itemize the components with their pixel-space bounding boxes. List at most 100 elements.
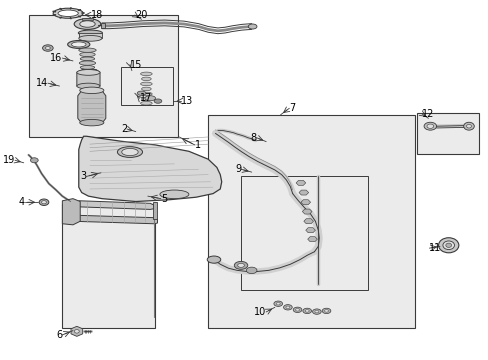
Polygon shape (302, 209, 311, 214)
Ellipse shape (78, 30, 102, 36)
Ellipse shape (314, 310, 318, 313)
Polygon shape (79, 201, 154, 210)
Ellipse shape (141, 92, 152, 96)
Text: 14: 14 (36, 78, 48, 88)
Ellipse shape (248, 24, 257, 29)
Ellipse shape (141, 87, 151, 91)
Ellipse shape (53, 8, 83, 18)
Text: 1: 1 (194, 140, 201, 150)
Text: 17: 17 (140, 93, 152, 103)
Text: 15: 15 (130, 59, 142, 69)
Ellipse shape (79, 61, 96, 65)
Ellipse shape (58, 10, 78, 17)
Ellipse shape (285, 306, 289, 309)
Ellipse shape (141, 82, 152, 86)
Ellipse shape (80, 87, 103, 94)
Ellipse shape (71, 42, 86, 47)
Ellipse shape (466, 125, 470, 128)
Text: 2: 2 (121, 124, 127, 134)
Text: 3: 3 (80, 171, 86, 181)
Text: 6: 6 (56, 330, 62, 340)
Polygon shape (79, 136, 221, 202)
Ellipse shape (423, 122, 436, 130)
Text: 12: 12 (421, 109, 433, 119)
Ellipse shape (207, 256, 220, 263)
Text: 8: 8 (250, 133, 256, 143)
Ellipse shape (79, 48, 96, 52)
Text: 19: 19 (3, 155, 15, 165)
Ellipse shape (67, 41, 90, 48)
Polygon shape (307, 237, 317, 242)
Text: 10: 10 (253, 307, 265, 317)
Bar (28, 15, 178, 137)
Ellipse shape (42, 45, 53, 51)
Ellipse shape (144, 96, 155, 101)
Ellipse shape (246, 267, 257, 274)
Bar (62, 204, 155, 328)
Polygon shape (78, 90, 105, 123)
Ellipse shape (442, 241, 453, 249)
Ellipse shape (80, 52, 95, 57)
Ellipse shape (141, 97, 151, 101)
Ellipse shape (283, 305, 292, 310)
Polygon shape (296, 180, 305, 185)
Bar (208, 116, 414, 328)
Bar (79, 33, 102, 39)
Ellipse shape (117, 147, 142, 157)
Bar (241, 176, 367, 291)
Ellipse shape (293, 307, 301, 312)
Ellipse shape (41, 201, 46, 204)
Polygon shape (70, 215, 157, 224)
Polygon shape (303, 219, 313, 224)
Ellipse shape (426, 124, 433, 129)
Ellipse shape (74, 19, 101, 30)
Bar (81, 18, 93, 21)
Ellipse shape (312, 309, 321, 314)
Ellipse shape (45, 46, 50, 49)
Bar (121, 67, 173, 105)
Ellipse shape (322, 308, 330, 314)
Polygon shape (77, 69, 100, 86)
Ellipse shape (141, 102, 152, 105)
Ellipse shape (80, 21, 95, 27)
Ellipse shape (141, 72, 152, 76)
Ellipse shape (39, 199, 49, 206)
Ellipse shape (445, 243, 451, 247)
Ellipse shape (154, 99, 162, 103)
Bar (101, 23, 105, 28)
Polygon shape (305, 228, 315, 233)
Ellipse shape (234, 261, 247, 269)
Polygon shape (298, 190, 308, 195)
Ellipse shape (80, 57, 95, 60)
Ellipse shape (295, 309, 299, 311)
Ellipse shape (305, 310, 308, 312)
Ellipse shape (77, 69, 100, 75)
Ellipse shape (160, 190, 188, 199)
Ellipse shape (74, 329, 79, 333)
Ellipse shape (463, 122, 473, 130)
Text: 5: 5 (161, 194, 167, 204)
Polygon shape (62, 199, 80, 225)
Ellipse shape (122, 148, 138, 156)
Ellipse shape (79, 36, 102, 41)
Ellipse shape (324, 310, 328, 312)
Text: 4: 4 (19, 197, 24, 207)
Bar (416, 113, 478, 154)
Polygon shape (71, 326, 82, 336)
Text: 9: 9 (234, 164, 241, 174)
Ellipse shape (141, 77, 151, 81)
Ellipse shape (276, 302, 280, 305)
Ellipse shape (237, 264, 244, 267)
Ellipse shape (438, 238, 458, 253)
Text: 16: 16 (50, 53, 62, 63)
Polygon shape (300, 200, 310, 205)
Text: 11: 11 (428, 243, 441, 253)
Ellipse shape (80, 66, 95, 69)
Text: 18: 18 (91, 10, 103, 20)
Ellipse shape (77, 83, 100, 89)
Ellipse shape (80, 120, 103, 126)
Ellipse shape (30, 158, 38, 163)
Text: 20: 20 (135, 10, 147, 20)
Bar (152, 202, 157, 220)
Ellipse shape (302, 308, 311, 314)
